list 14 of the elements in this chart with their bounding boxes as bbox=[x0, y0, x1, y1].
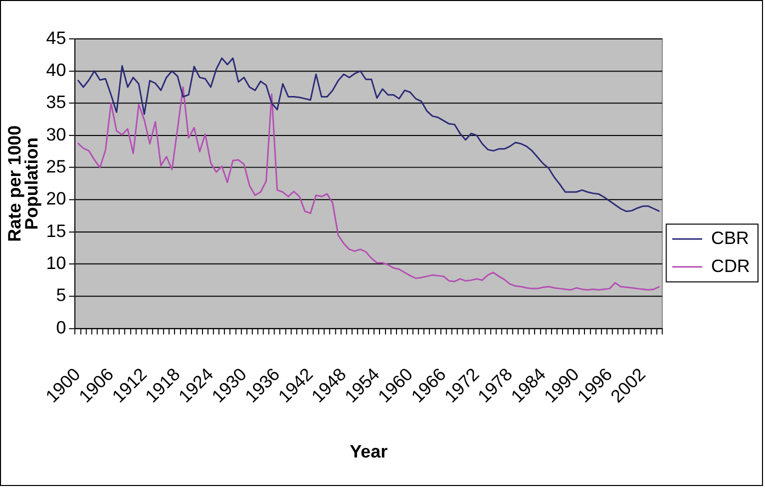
y-tick-label: 40 bbox=[46, 60, 66, 80]
x-axis-title: Year bbox=[350, 441, 388, 462]
y-tick-label: 20 bbox=[46, 188, 66, 209]
y-tick-label: 0 bbox=[56, 317, 66, 338]
legend-label: CDR bbox=[711, 256, 750, 276]
y-tick-label: 25 bbox=[46, 156, 66, 177]
y-tick-label: 15 bbox=[46, 220, 66, 241]
y-tick-label: 45 bbox=[46, 28, 66, 48]
y-axis-title: Rate per 1000 Population bbox=[4, 125, 42, 242]
y-tick-label: 10 bbox=[46, 253, 66, 274]
y-tick-label: 5 bbox=[56, 285, 66, 306]
legend-label: CBR bbox=[711, 228, 750, 248]
y-tick-label: 30 bbox=[46, 124, 66, 144]
y-tick-label: 35 bbox=[46, 92, 66, 112]
